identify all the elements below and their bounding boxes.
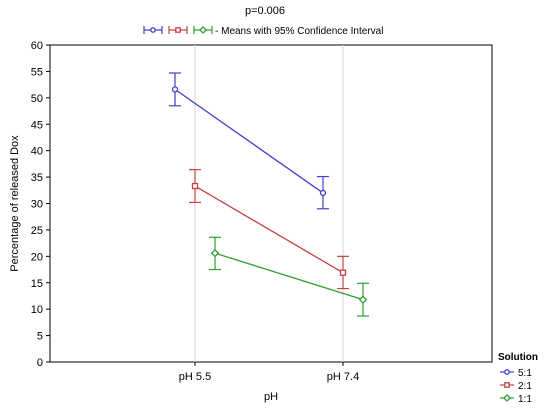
series-1 <box>189 169 349 290</box>
y-tick-label: 0 <box>37 357 43 369</box>
solution-legend: Solution 5:1 2:1 1:1 <box>498 352 538 405</box>
series-0 <box>169 72 329 210</box>
y-tick-label: 30 <box>31 199 43 211</box>
data-point <box>319 189 327 197</box>
series-group <box>169 72 369 317</box>
y-tick-label: 15 <box>31 278 43 290</box>
top-legend: p=0.006 - Means with 95% Confidence Inter… <box>143 5 383 37</box>
data-point <box>339 269 347 276</box>
legend-marker <box>503 394 511 402</box>
legend-entry-2: 1:1 <box>500 394 532 405</box>
legend-marker <box>504 369 510 375</box>
y-tick-label: 25 <box>31 225 43 237</box>
series-2 <box>209 236 369 317</box>
y-tick-label: 40 <box>31 146 43 158</box>
chart-title: p=0.006 <box>245 5 285 17</box>
y-tick-label: 10 <box>31 304 43 316</box>
y-tick-label: 50 <box>31 93 43 105</box>
y-axis-label: Percentage of released Dox <box>9 135 21 272</box>
x-tick-label: pH 7.4 <box>327 371 359 383</box>
data-point <box>210 248 220 258</box>
series-line <box>194 185 344 274</box>
chart-subtitle: - Means with 95% Confidence Interval <box>215 26 383 37</box>
x-axis-label: pH <box>264 391 278 403</box>
plot-frame <box>49 44 493 363</box>
top-legend-key-1 <box>168 26 188 34</box>
y-tick-label: 55 <box>31 66 43 78</box>
legend-title: Solution <box>498 352 538 363</box>
legend-marker <box>175 27 181 33</box>
legend-entry-1: 2:1 <box>500 381 532 392</box>
data-point <box>171 86 179 93</box>
legend-label: 1:1 <box>518 394 532 405</box>
y-tick-label: 20 <box>31 251 43 263</box>
x-tick-label: pH 5.5 <box>179 371 211 383</box>
top-legend-key-0 <box>143 26 163 34</box>
series-line <box>174 88 324 194</box>
data-point <box>358 295 368 304</box>
top-legend-key-2 <box>193 26 213 34</box>
plot-area <box>49 44 493 363</box>
y-tick-label: 5 <box>37 331 43 343</box>
legend-label: 5:1 <box>518 368 532 379</box>
y-tick-label: 45 <box>31 119 43 131</box>
x-axis: pH 5.5 pH 7.4 pH <box>179 362 359 403</box>
legend-marker <box>150 27 156 33</box>
legend-entry-0: 5:1 <box>500 368 532 379</box>
legend-marker <box>504 382 510 388</box>
y-tick-label: 60 <box>31 40 43 52</box>
series-line <box>214 252 364 301</box>
y-tick-label: 35 <box>31 172 43 184</box>
legend-marker <box>199 26 207 34</box>
y-axis: 0 5 10 15 20 25 30 35 40 45 50 55 60 Percentage of re… <box>9 40 50 369</box>
legend-label: 2:1 <box>518 381 532 392</box>
data-point <box>191 182 199 190</box>
